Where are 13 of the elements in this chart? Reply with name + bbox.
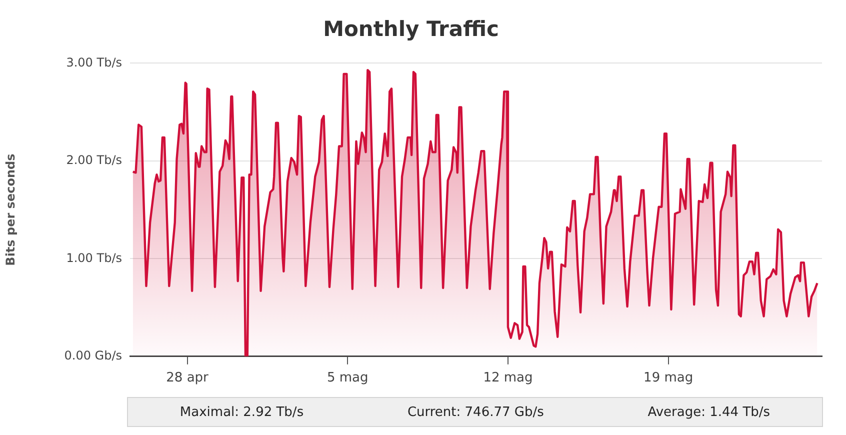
x-tick-label: 12 mag <box>483 370 533 386</box>
text: Maximal: 2.92 Tb/s <box>180 404 304 420</box>
y-tick-label: 0.00 Gb/s <box>64 348 122 363</box>
x-tick-label: 5 mag <box>326 370 368 386</box>
text: Average: 1.44 Tb/s <box>648 404 770 420</box>
y-tick-label: 3.00 Tb/s <box>66 55 122 70</box>
text: Current: 746.77 Gb/s <box>407 404 544 420</box>
x-tick-label: 19 mag <box>644 370 694 386</box>
y-tick-label: 1.00 Tb/s <box>66 250 122 265</box>
chart-title: Monthly Traffic <box>323 17 499 42</box>
x-tick-label: 28 apr <box>166 370 210 386</box>
y-tick-label: 2.00 Tb/s <box>66 153 122 168</box>
y-axis-title: Bits per seconds <box>3 154 18 266</box>
